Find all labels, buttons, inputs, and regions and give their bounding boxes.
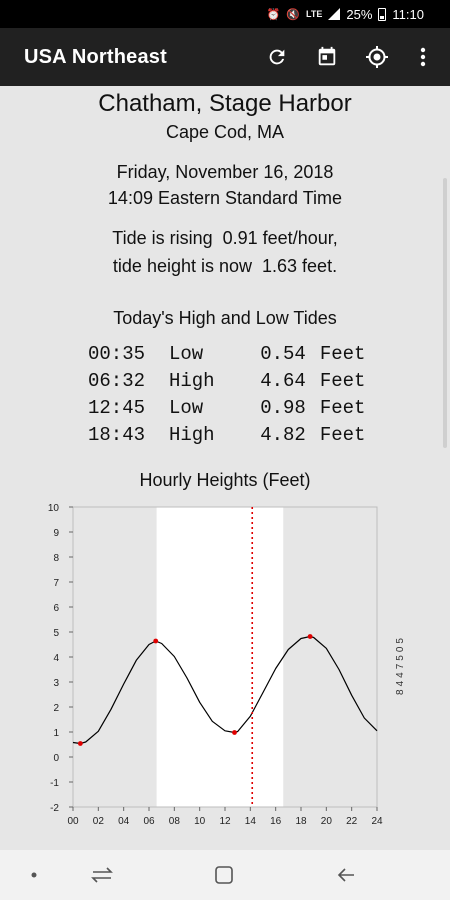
battery-icon (378, 7, 387, 21)
x-tick-label: 20 (321, 816, 333, 827)
location-button[interactable] (352, 28, 402, 86)
recents-icon (91, 867, 113, 883)
dot-icon (31, 872, 37, 878)
tide-height: 0.98 (260, 396, 306, 419)
back-icon (337, 868, 354, 882)
x-tick-label: 10 (194, 816, 206, 827)
tide-extreme-point (153, 638, 159, 644)
x-tick-label: 06 (143, 816, 155, 827)
tide-height: 4.64 (260, 369, 306, 392)
table-row: 00:35 Low 0.54 Feet (88, 340, 368, 367)
recents-button[interactable] (80, 850, 124, 900)
tide-extreme-point (77, 741, 83, 746)
x-tick-label: 00 (67, 816, 79, 827)
y-tick-label: 0 (53, 753, 59, 764)
tide-height: 0.54 (260, 342, 306, 365)
y-tick-label: 5 (53, 628, 59, 639)
y-tick-label: 4 (53, 653, 59, 664)
y-tick-label: 7 (53, 578, 59, 589)
y-tick-label: 9 (53, 528, 59, 539)
app-title: USA Northeast (24, 45, 167, 68)
back-button[interactable] (324, 850, 368, 900)
tide-type: High (168, 423, 215, 446)
clock: 11:10 (392, 6, 424, 22)
x-tick-label: 04 (118, 816, 130, 827)
x-tick-label: 16 (270, 816, 282, 827)
tide-time: 12:45 (88, 396, 146, 419)
chart-daylight-band (156, 507, 284, 807)
app-bar: USA Northeast (0, 28, 450, 86)
y-tick-label: -2 (50, 803, 59, 814)
x-tick-label: 08 (169, 816, 181, 827)
y-tick-label: -1 (50, 778, 59, 789)
tide-extreme-point (307, 634, 313, 639)
current-date: Friday, November 16, 2018 (116, 162, 334, 182)
scrollbar[interactable] (443, 178, 447, 448)
status-bar: ⏰ 🔇 LTE 25% 11:10 (0, 0, 450, 28)
y-tick-label: 3 (53, 678, 59, 689)
tide-unit: Feet (319, 342, 366, 365)
y-tick-label: 6 (53, 603, 59, 614)
x-tick-label: 02 (93, 816, 105, 827)
chart-title: Hourly Heights (Feet) (139, 470, 311, 490)
battery-percent: 25% (346, 6, 373, 22)
tide-unit: Feet (319, 369, 366, 392)
station-id-label: 8447505 (395, 635, 406, 695)
overflow-menu-button[interactable] (402, 28, 444, 86)
navigation-bar (0, 850, 450, 900)
tide-unit: Feet (319, 423, 366, 446)
mute-icon: 🔇 (286, 8, 301, 21)
tide-type: High (168, 369, 215, 392)
station-region: Cape Cod, MA (165, 122, 285, 142)
table-row: 12:45 Low 0.98 Feet (88, 394, 368, 421)
table-row: 06:32 High 4.64 Feet (88, 367, 368, 394)
location-icon (366, 46, 388, 68)
x-tick-label: 24 (371, 816, 383, 827)
tide-content[interactable]: Chatham, Stage Harbor Cape Cod, MA Frida… (0, 86, 450, 850)
x-tick-label: 12 (219, 816, 231, 827)
x-tick-label: 14 (245, 816, 257, 827)
table-row: 18:43 High 4.82 Feet (88, 421, 368, 448)
y-tick-label: 8 (53, 553, 59, 564)
tide-unit: Feet (319, 396, 366, 419)
tide-curve-line (72, 635, 378, 745)
tide-time: 00:35 (88, 342, 146, 365)
tide-time: 18:43 (88, 423, 146, 446)
nav-dot-button[interactable] (20, 850, 48, 900)
x-tick-label: 18 (295, 816, 307, 827)
tide-type: Low (168, 396, 204, 419)
tide-height-text: tide height is now 1.63 feet. (112, 256, 338, 276)
station-name: Chatham, Stage Harbor (98, 90, 352, 117)
calendar-button[interactable] (302, 28, 352, 86)
tides-table-title: Today's High and Low Tides (113, 308, 337, 328)
home-button[interactable] (202, 850, 246, 900)
home-icon (215, 866, 233, 884)
y-tick-label: 10 (48, 503, 60, 514)
y-tick-label: 1 (53, 728, 59, 739)
refresh-icon (269, 49, 285, 65)
lte-label: LTE (306, 9, 323, 19)
tide-rate-text: Tide is rising 0.91 feet/hour, (112, 228, 338, 248)
tide-type: Low (168, 342, 204, 365)
calendar-icon (318, 46, 336, 66)
tide-height: 4.82 (260, 423, 306, 446)
signal-icon (328, 8, 341, 20)
tides-table: 00:35 Low 0.54 Feet 06:32 High 4.64 Feet… (88, 340, 368, 448)
tide-time: 06:32 (88, 369, 146, 392)
alarm-icon: ⏰ (266, 8, 281, 21)
tide-extreme-point (232, 730, 237, 735)
more-vert-icon (420, 47, 426, 67)
x-tick-label: 22 (346, 816, 358, 827)
y-tick-label: 2 (53, 703, 59, 714)
refresh-button[interactable] (252, 28, 302, 86)
current-time: 14:09 Eastern Standard Time (107, 188, 343, 208)
